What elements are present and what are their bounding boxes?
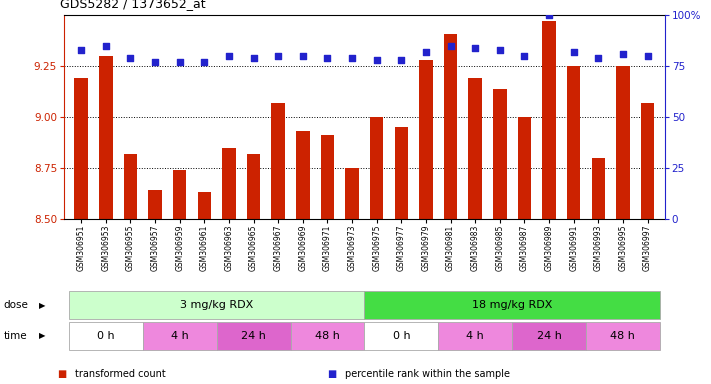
Bar	[365, 291, 660, 319]
Bar	[438, 322, 512, 350]
Bar	[143, 322, 217, 350]
Point	[149, 59, 161, 65]
Text: GDS5282 / 1373652_at: GDS5282 / 1373652_at	[60, 0, 206, 10]
Bar	[346, 168, 359, 219]
Bar	[395, 127, 408, 219]
Point	[617, 51, 629, 57]
Text: 18 mg/kg RDX: 18 mg/kg RDX	[472, 300, 552, 310]
Text: time: time	[4, 331, 27, 341]
Bar	[592, 158, 605, 219]
Bar	[419, 60, 433, 219]
Point	[272, 53, 284, 59]
Text: 3 mg/kg RDX: 3 mg/kg RDX	[180, 300, 253, 310]
Point	[100, 43, 112, 49]
Bar	[512, 322, 586, 350]
Point	[420, 49, 432, 55]
Point	[174, 59, 186, 65]
Point	[198, 59, 210, 65]
Text: ▶: ▶	[39, 301, 46, 310]
Text: 4 h: 4 h	[466, 331, 484, 341]
Point	[248, 55, 260, 61]
Text: transformed count: transformed count	[75, 369, 166, 379]
Text: ■: ■	[57, 369, 66, 379]
Bar	[296, 131, 309, 219]
Bar	[616, 66, 630, 219]
Point	[346, 55, 358, 61]
Bar	[247, 154, 260, 219]
Bar	[493, 89, 506, 219]
Point	[395, 57, 407, 63]
Point	[543, 12, 555, 18]
Text: 48 h: 48 h	[611, 331, 636, 341]
Text: ■: ■	[327, 369, 336, 379]
Bar	[75, 78, 88, 219]
Text: 24 h: 24 h	[241, 331, 266, 341]
Bar	[641, 103, 654, 219]
Point	[75, 47, 87, 53]
Bar	[444, 34, 457, 219]
Point	[592, 55, 604, 61]
Point	[445, 43, 456, 49]
Point	[469, 45, 481, 51]
Text: 0 h: 0 h	[97, 331, 114, 341]
Point	[519, 53, 530, 59]
Bar	[370, 117, 383, 219]
Bar	[586, 322, 660, 350]
Text: 24 h: 24 h	[537, 331, 562, 341]
Text: 0 h: 0 h	[392, 331, 410, 341]
Bar	[223, 147, 236, 219]
Text: dose: dose	[4, 300, 28, 310]
Point	[494, 47, 506, 53]
Bar	[272, 103, 285, 219]
Bar	[173, 170, 186, 219]
Point	[125, 55, 137, 61]
Text: 4 h: 4 h	[171, 331, 188, 341]
Bar	[518, 117, 531, 219]
Bar	[469, 78, 482, 219]
Bar	[291, 322, 365, 350]
Bar	[542, 22, 556, 219]
Text: ▶: ▶	[39, 331, 46, 341]
Text: percentile rank within the sample: percentile rank within the sample	[345, 369, 510, 379]
Bar	[149, 190, 162, 219]
Point	[568, 49, 579, 55]
Bar	[99, 56, 112, 219]
Bar	[365, 322, 438, 350]
Bar	[321, 136, 334, 219]
Bar	[124, 154, 137, 219]
Bar	[69, 322, 143, 350]
Point	[223, 53, 235, 59]
Bar	[69, 291, 365, 319]
Point	[642, 53, 653, 59]
Bar	[198, 192, 211, 219]
Point	[322, 55, 333, 61]
Text: 48 h: 48 h	[315, 331, 340, 341]
Bar	[217, 322, 291, 350]
Point	[371, 57, 383, 63]
Point	[297, 53, 309, 59]
Bar	[567, 66, 580, 219]
